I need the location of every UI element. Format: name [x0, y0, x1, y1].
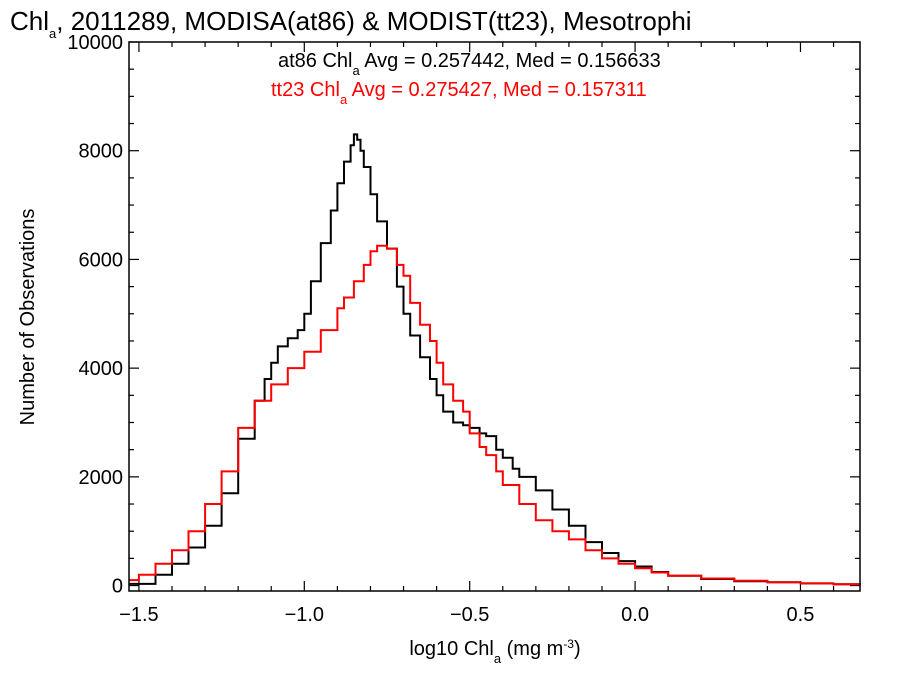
series-line-tt23 — [129, 244, 861, 586]
x-tick-label: −1.0 — [285, 604, 324, 626]
x-tick-label: −0.5 — [450, 604, 489, 626]
x-tick-label: 0.0 — [621, 604, 649, 626]
x-axis-label-mid: (mg m — [501, 638, 563, 660]
y-tick-label: 4000 — [79, 358, 124, 380]
x-axis-label-superscript: -3 — [563, 637, 574, 651]
x-tick-label: −1.5 — [119, 604, 158, 626]
chart-title-prefix: Chl — [10, 6, 49, 36]
y-tick-label: 6000 — [79, 249, 124, 271]
plot-frame — [128, 41, 861, 592]
annotation-at86-rest: Avg = 0.257442, Med = 0.156633 — [360, 50, 661, 72]
y-tick-label: 0 — [112, 576, 123, 598]
x-axis-label-subscript: a — [494, 651, 502, 666]
series-group — [129, 133, 861, 586]
annotation-at86: at86 Chla Avg = 0.257442, Med = 0.156633 — [278, 50, 661, 78]
annotation-tt23-rest: Avg = 0.275427, Med = 0.157311 — [347, 79, 647, 101]
y-tick-label: 10000 — [67, 32, 123, 54]
y-axis-label: Number of Observations — [17, 209, 39, 426]
x-axis-label: log10 Chla (mg m-3) — [409, 637, 580, 666]
annotation-tt23-subscript: a — [340, 92, 348, 107]
annotation-tt23: tt23 Chla Avg = 0.275427, Med = 0.157311 — [271, 79, 647, 107]
chart-title-rest: , 2011289, MODISA(at86) & MODIST(tt23), … — [56, 6, 691, 36]
series-line-at86 — [129, 133, 861, 586]
x-tick-label: 0.5 — [787, 604, 815, 626]
y-tick-label: 8000 — [79, 141, 124, 163]
axis-ticks: −1.5 −1.0 −0.5 0.0 0.5 0 2000 4000 6000 8000 10000 — [67, 32, 860, 626]
annotation-tt23-prefix: tt23 Chl — [271, 79, 340, 101]
x-axis-label-prefix: log10 Chl — [409, 638, 494, 660]
annotation-at86-prefix: at86 Chl — [278, 50, 353, 72]
chart-title: Chla, 2011289, MODISA(at86) & MODIST(tt2… — [10, 6, 692, 41]
annotation-at86-subscript: a — [353, 63, 361, 78]
x-axis-label-suffix: ) — [574, 638, 581, 660]
y-tick-label: 2000 — [79, 467, 124, 489]
chart-title-subscript: a — [49, 26, 57, 41]
